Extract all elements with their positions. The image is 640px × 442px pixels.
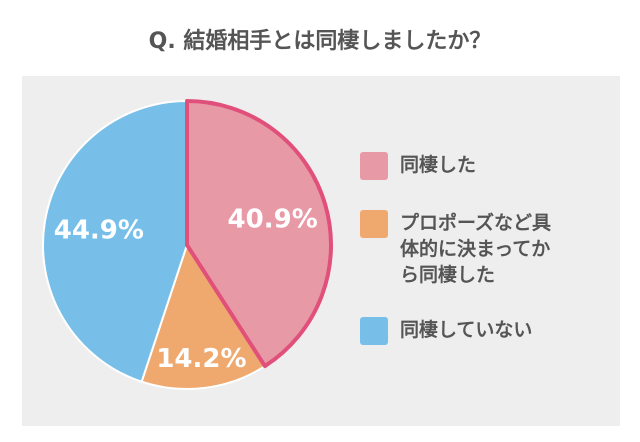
chart-title: Q. 結婚相手とは同棲しましたか？ — [149, 28, 492, 54]
legend-swatch — [360, 317, 388, 345]
legend-item: 同棲していない — [360, 317, 560, 345]
pie-slice — [42, 99, 188, 383]
legend-swatch — [360, 210, 388, 238]
pie-slice — [140, 242, 267, 390]
legend-swatch — [360, 152, 388, 180]
legend-label: 同棲した — [400, 154, 477, 176]
legend-item: プロポーズなど具体的に決まってから同棲した — [360, 210, 560, 288]
legend-label: 同棲していない — [400, 319, 533, 341]
legend-label: プロポーズなど具体的に決まってから同棲した — [400, 212, 552, 286]
value-label: 40.9% — [228, 204, 318, 234]
legend-item: 同棲した — [360, 152, 560, 180]
value-label: 44.9% — [54, 215, 144, 245]
value-label: 14.2% — [156, 344, 246, 374]
slice-highlight — [185, 99, 333, 369]
